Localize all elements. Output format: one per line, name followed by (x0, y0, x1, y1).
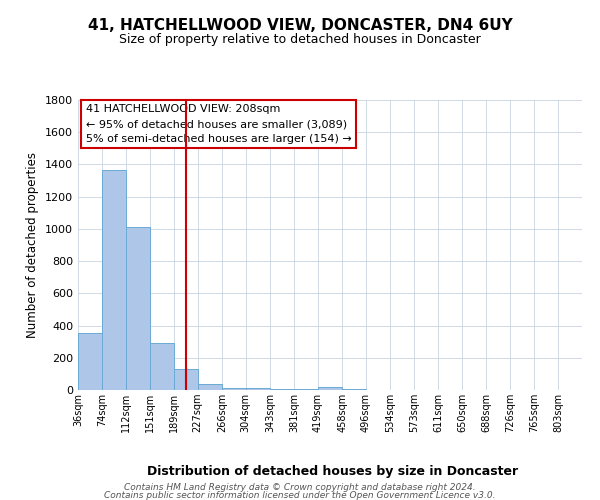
Text: Distribution of detached houses by size in Doncaster: Distribution of detached houses by size … (148, 464, 518, 477)
Bar (78, 333, 102, 390)
Bar (102, 170, 125, 390)
Bar (246, 388, 270, 390)
Text: Contains public sector information licensed under the Open Government Licence v3: Contains public sector information licen… (104, 490, 496, 500)
Bar (270, 389, 294, 390)
Text: Size of property relative to detached houses in Doncaster: Size of property relative to detached ho… (119, 32, 481, 46)
Text: Contains HM Land Registry data © Crown copyright and database right 2024.: Contains HM Land Registry data © Crown c… (124, 484, 476, 492)
Text: 41, HATCHELLWOOD VIEW, DONCASTER, DN4 6UY: 41, HATCHELLWOOD VIEW, DONCASTER, DN4 6U… (88, 18, 512, 32)
Bar (294, 389, 318, 390)
Bar (222, 388, 246, 390)
Y-axis label: Number of detached properties: Number of detached properties (26, 152, 40, 338)
Bar (342, 389, 366, 390)
Bar (125, 228, 150, 390)
Bar (197, 384, 222, 390)
Text: 41 HATCHELLWOOD VIEW: 208sqm
← 95% of detached houses are smaller (3,089)
5% of : 41 HATCHELLWOOD VIEW: 208sqm ← 95% of de… (86, 104, 352, 144)
Bar (318, 387, 342, 390)
Bar (150, 344, 174, 390)
Bar (174, 369, 197, 390)
